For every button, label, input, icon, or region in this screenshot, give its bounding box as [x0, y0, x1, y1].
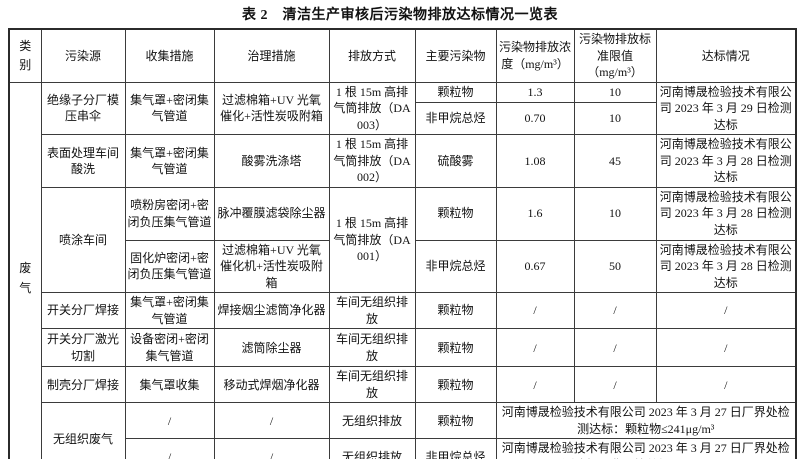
cell-treatment: / [213, 438, 330, 459]
cell-collection: 设备密闭+密闭集气管道 [124, 328, 215, 368]
cell-emission: 车间无组织排放 [328, 292, 416, 330]
cell-compliance: 河南博晟检验技术有限公司 2023 年 3 月 29 日检测达标 [655, 81, 797, 136]
cell-concentration: / [495, 328, 575, 368]
header-category: 类别 [8, 28, 42, 83]
table-row: 表面处理车间酸洗 集气罩+密闭集气管道 酸雾洗涤塔 1 根 15m 高排气筒排放… [9, 134, 797, 188]
table-row: 制壳分厂焊接 集气罩收集 移动式焊烟净化器 车间无组织排放 颗粒物 / / / [9, 366, 797, 404]
cell-treatment: 过滤棉箱+UV 光氧催化+活性炭吸附箱 [213, 81, 330, 136]
cell-emission: 无组织排放 [328, 402, 416, 440]
cell-pollutant: 硫酸雾 [414, 134, 497, 188]
cell-concentration: / [495, 366, 575, 404]
cell-source: 无组织废气 [40, 402, 126, 459]
header-limit: 污染物排放标准限值 （mg/m³） [573, 28, 657, 83]
cell-pollutant: 颗粒物 [414, 402, 497, 440]
cell-compliance: / [655, 292, 797, 330]
cell-limit: 10 [573, 101, 657, 136]
header-emission-mode: 排放方式 [328, 28, 416, 83]
cell-treatment: 移动式焊烟净化器 [213, 366, 330, 404]
table-row: 无组织废气 / / 无组织排放 颗粒物 河南博晟检验技术有限公司 2023 年 … [9, 402, 797, 459]
header-pollutant: 主要污染物 [414, 28, 497, 83]
cell-limit: 10 [573, 186, 657, 241]
cell-merged-compliance: 河南博晟检验技术有限公司 2023 年 3 月 27 日厂界处检测达标：颗粒物≤… [495, 402, 797, 440]
cell-collection: / [124, 438, 215, 459]
cell-collection: 集气罩+密闭集气管道 [124, 81, 215, 136]
cell-treatment: 过滤棉箱+UV 光氧催化机+活性炭吸附箱 [213, 239, 330, 294]
table-title: 表 2 清洁生产审核后污染物排放达标情况一览表 [242, 8, 558, 23]
cell-concentration: 1.3 [495, 81, 575, 103]
header-limit-line2: （mg/m³） [587, 65, 643, 80]
table-row: 固化炉密闭+密闭负压集气管道 过滤棉箱+UV 光氧催化机+活性炭吸附箱 非甲烷总… [9, 239, 797, 294]
pollutant-emission-table: 类别 污染源 收集措施 治理措施 排放方式 主要污染物 污染物排放浓度（mg/m… [8, 28, 797, 459]
cell-treatment: 焊接烟尘滤筒净化器 [213, 292, 330, 330]
cell-merged-compliance: 河南博晟检验技术有限公司 2023 年 3 月 27 日厂界处检测达标：非甲烷总… [495, 438, 797, 459]
cell-source: 开关分厂焊接 [40, 292, 126, 330]
cell-emission: 1 根 15m 高排气筒排放（DA003） [328, 81, 416, 136]
cell-concentration: / [495, 292, 575, 330]
cell-pollutant: 颗粒物 [414, 366, 497, 404]
table-row: 废气 绝缘子分厂模压串伞 集气罩+密闭集气管道 过滤棉箱+UV 光氧催化+活性炭… [8, 81, 797, 459]
cell-emission: 车间无组织排放 [328, 328, 416, 368]
cell-compliance: / [655, 328, 797, 368]
cell-collection: 集气罩+密闭集气管道 [124, 134, 215, 188]
cell-pollutant: 颗粒物 [414, 328, 497, 368]
cell-treatment: 滤筒除尘器 [213, 328, 330, 368]
cell-source: 开关分厂激光切割 [40, 328, 126, 368]
cell-compliance: / [655, 366, 797, 404]
cell-emission: 无组织排放 [328, 438, 416, 459]
header-concentration: 污染物排放浓度（mg/m³） [495, 28, 575, 83]
cell-treatment: 脉冲覆膜滤袋除尘器 [213, 186, 330, 241]
cell-collection: 集气罩+密闭集气管道 [124, 292, 215, 330]
cell-concentration: 0.70 [495, 101, 575, 136]
cell-pollutant: 非甲烷总烃 [414, 101, 497, 136]
header-limit-line1: 污染物排放标准限值 [578, 32, 651, 63]
cell-source: 绝缘子分厂模压串伞 [40, 81, 126, 136]
cell-concentration: 0.67 [495, 239, 575, 294]
cell-treatment: / [213, 402, 330, 440]
header-collection: 收集措施 [124, 28, 215, 83]
cell-limit: 45 [573, 134, 657, 188]
cell-emission: 1 根 15m 高排气筒排放（DA002） [328, 134, 416, 188]
cell-compliance: 河南博晟检验技术有限公司 2023 年 3 月 28 日检测达标 [655, 186, 797, 241]
cell-emission: 1 根 15m 高排气筒排放（DA001） [328, 186, 416, 294]
cell-limit: 50 [573, 239, 657, 294]
cell-treatment: 酸雾洗涤塔 [213, 134, 330, 188]
cell-compliance: 河南博晟检验技术有限公司 2023 年 3 月 28 日检测达标 [655, 239, 797, 294]
cell-source: 喷涂车间 [40, 186, 126, 294]
cell-pollutant: 非甲烷总烃 [414, 239, 497, 294]
cell-pollutant: 颗粒物 [414, 292, 497, 330]
cell-collection: 固化炉密闭+密闭负压集气管道 [124, 239, 215, 294]
cell-compliance: 河南博晟检验技术有限公司 2023 年 3 月 28 日检测达标 [655, 134, 797, 188]
cell-limit: / [573, 292, 657, 330]
table-row: 开关分厂激光切割 设备密闭+密闭集气管道 滤筒除尘器 车间无组织排放 颗粒物 /… [9, 328, 797, 368]
category-label: 废气 [19, 261, 32, 295]
cell-limit: 10 [573, 81, 657, 103]
cell-emission: 车间无组织排放 [328, 366, 416, 404]
cell-pollutant: 颗粒物 [414, 81, 497, 103]
cell-pollutant: 非甲烷总烃 [414, 438, 497, 459]
cell-collection: 集气罩收集 [124, 366, 215, 404]
cell-concentration: 1.08 [495, 134, 575, 188]
header-source: 污染源 [40, 28, 126, 83]
table-row: 开关分厂焊接 集气罩+密闭集气管道 焊接烟尘滤筒净化器 车间无组织排放 颗粒物 … [9, 292, 797, 330]
cell-limit: / [573, 366, 657, 404]
table-row: 喷涂车间 喷粉房密闭+密闭负压集气管道 脉冲覆膜滤袋除尘器 1 根 15m 高排… [9, 186, 797, 294]
cell-collection: / [124, 402, 215, 440]
header-row: 类别 污染源 收集措施 治理措施 排放方式 主要污染物 污染物排放浓度（mg/m… [8, 28, 797, 83]
cell-category: 废气 [8, 81, 42, 459]
table-row: / / 无组织排放 非甲烷总烃 河南博晟检验技术有限公司 2023 年 3 月 … [9, 438, 797, 459]
header-treatment: 治理措施 [213, 28, 330, 83]
cell-source: 表面处理车间酸洗 [40, 134, 126, 188]
cell-concentration: 1.6 [495, 186, 575, 241]
header-compliance: 达标情况 [655, 28, 797, 83]
cell-pollutant: 颗粒物 [414, 186, 497, 241]
table-row: 非甲烷总烃 0.70 10 [9, 101, 796, 136]
cell-collection: 喷粉房密闭+密闭负压集气管道 [124, 186, 215, 241]
header-category-label: 类别 [19, 38, 32, 72]
cell-source: 制壳分厂焊接 [40, 366, 126, 404]
cell-limit: / [573, 328, 657, 368]
